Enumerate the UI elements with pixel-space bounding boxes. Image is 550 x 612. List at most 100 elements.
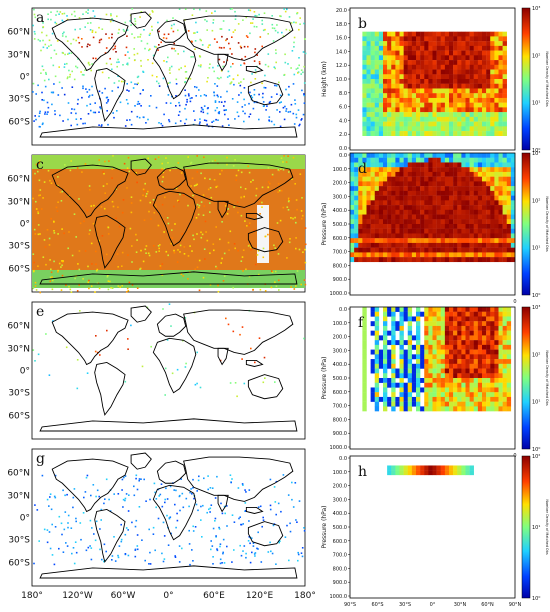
section-panel-f: f0.0100.0200.0300.0400.0500.0600.0700.08… (321, 305, 549, 459)
map-obs-dot (259, 36, 262, 38)
heatmap-cell (494, 176, 499, 182)
map-obs-dot (138, 103, 141, 105)
map-obs-dot (95, 335, 97, 337)
heatmap-cell (449, 116, 454, 122)
heatmap-cell (395, 69, 400, 75)
heatmap-cell (477, 93, 483, 99)
map-obs-dot (104, 52, 107, 54)
map-obs-dot (132, 87, 135, 89)
heatmap-cell (461, 31, 466, 37)
heatmap-cell (465, 74, 470, 80)
heatmap-cell (498, 349, 503, 355)
heatmap-cell (453, 171, 458, 177)
heatmap-cell (436, 121, 441, 127)
map-obs-dot (65, 284, 67, 286)
heatmap-cell (473, 31, 479, 37)
y-axis-label: Pressure (hPa) (321, 356, 328, 399)
heatmap-cell (486, 316, 491, 322)
map-obs-dot (214, 101, 217, 103)
heatmap-cell (411, 470, 417, 476)
map-obs-dot (240, 171, 243, 174)
map-obs-dot (237, 211, 239, 214)
heatmap-cell (378, 228, 384, 234)
heatmap-cell (383, 93, 388, 99)
map-obs-dot (199, 121, 201, 123)
map-obs-dot (143, 478, 145, 481)
heatmap-cell (482, 121, 487, 127)
heatmap-cell (432, 311, 437, 317)
heatmap-cell (407, 387, 413, 393)
map-obs-dot (137, 100, 140, 103)
heatmap-cell (482, 368, 487, 374)
map-obs-dot (174, 122, 177, 125)
heatmap-cell (374, 378, 380, 383)
map-obs-dot (163, 231, 165, 233)
heatmap-cell (432, 69, 437, 75)
map-obs-dot (184, 107, 186, 110)
heatmap-cell (473, 116, 479, 122)
map-obs-dot (267, 551, 270, 553)
heatmap-cell (498, 74, 503, 80)
heatmap-cell (457, 186, 462, 192)
heatmap-cell (494, 41, 499, 47)
map-obs-dot (234, 247, 236, 250)
heatmap-cell (411, 396, 417, 402)
heatmap-cell (469, 181, 474, 187)
heatmap-cell (449, 344, 454, 350)
heatmap-cell (403, 214, 408, 220)
heatmap-cell (436, 205, 441, 210)
map-obs-dot (263, 356, 266, 359)
heatmap-cell (449, 340, 454, 346)
heatmap-cell (411, 126, 417, 132)
map-obs-dot (124, 533, 127, 536)
heatmap-cell (449, 121, 454, 127)
heatmap-cell (477, 131, 483, 136)
map-obs-dot (189, 491, 191, 494)
heatmap-cell (354, 219, 359, 225)
map-obs-dot (75, 118, 78, 120)
map-obs-dot (121, 265, 123, 267)
heatmap-cell (383, 181, 388, 187)
map-obs-dot (187, 156, 189, 158)
heatmap-cell (461, 153, 466, 158)
map-obs-dot (145, 122, 147, 124)
map-obs-dot (276, 93, 278, 95)
map-obs-dot (157, 82, 160, 85)
map-obs-dot (251, 551, 253, 554)
map-obs-dot (300, 73, 302, 75)
heatmap-cell (465, 396, 470, 402)
heatmap-cell (428, 307, 433, 312)
heatmap-cell (461, 195, 466, 201)
heatmap-cell (449, 335, 454, 341)
heatmap-cell (378, 378, 384, 383)
heatmap-cell (440, 50, 446, 56)
heatmap-cell (403, 316, 408, 322)
heatmap-cell (432, 157, 437, 163)
heatmap-cell (461, 307, 466, 312)
heatmap-cell (362, 382, 367, 388)
heatmap-cell (416, 368, 421, 374)
map-obs-dot (200, 519, 202, 521)
heatmap-cell (506, 242, 512, 248)
map-obs-dot (121, 489, 123, 491)
heatmap-cell (370, 209, 375, 215)
heatmap-cell (432, 112, 437, 118)
heatmap-cell (403, 387, 408, 393)
heatmap-cell (370, 242, 375, 248)
map-obs-dot (247, 540, 250, 542)
heatmap-cell (420, 205, 425, 210)
heatmap-cell (482, 209, 487, 215)
map-obs-dot (55, 206, 58, 209)
heatmap-cell (486, 330, 491, 336)
map-obs-dot (304, 283, 307, 286)
map-obs-dot (271, 271, 274, 273)
heatmap-cell (506, 392, 512, 398)
heatmap-cell (498, 335, 503, 341)
heatmap-cell (506, 330, 512, 336)
heatmap-cell (395, 321, 400, 327)
heatmap-cell (362, 401, 367, 407)
heatmap-cell (457, 31, 462, 37)
map-obs-dot (113, 82, 116, 84)
heatmap-cell (391, 354, 396, 360)
heatmap-cell (395, 257, 400, 263)
